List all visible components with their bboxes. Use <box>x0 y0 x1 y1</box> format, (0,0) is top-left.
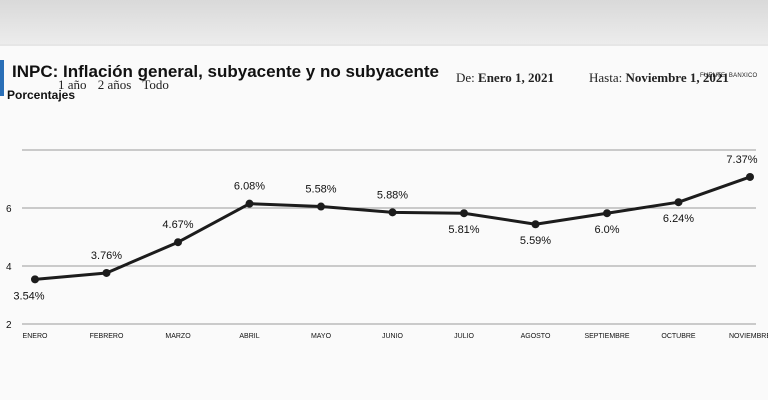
x-tick-label: ABRIL <box>239 333 259 340</box>
date-from[interactable]: De: Enero 1, 2021 <box>456 70 554 86</box>
range-selector: 1 año 2 años Todo <box>58 77 177 93</box>
data-label: 5.88% <box>377 189 408 201</box>
data-point <box>603 209 611 218</box>
data-label: 5.81% <box>448 224 479 236</box>
y-tick-label: 4 <box>6 262 12 273</box>
chart-card: INPC: Inflación general, subyacente y no… <box>0 46 768 400</box>
data-point <box>674 198 683 207</box>
y-tick-label: 2 <box>6 320 12 331</box>
data-label: 6.08% <box>234 181 265 193</box>
data-point <box>31 275 39 284</box>
chart-title: INPC: Inflación general, subyacente y no… <box>12 62 440 81</box>
data-point <box>245 199 254 208</box>
range-2-years-button[interactable]: 2 años <box>97 77 132 92</box>
data-point <box>174 238 182 247</box>
data-point <box>746 172 754 181</box>
data-point <box>531 220 540 229</box>
data-label: 6.0% <box>594 224 619 236</box>
x-tick-label: OCTUBRE <box>661 333 696 340</box>
data-label: 3.54% <box>13 290 44 302</box>
x-tick-label: SEPTIEMBRE <box>584 333 629 340</box>
x-tick-label: JUNIO <box>382 333 404 340</box>
data-point <box>388 208 397 217</box>
x-tick-label: MAYO <box>311 333 332 340</box>
data-label: 3.76% <box>91 250 122 262</box>
title-accent-bar <box>0 60 4 96</box>
background-top <box>0 0 768 44</box>
data-point <box>317 202 325 211</box>
x-tick-label: JULIO <box>454 333 474 340</box>
data-label: 5.58% <box>305 184 336 196</box>
y-tick-label: 6 <box>6 204 12 215</box>
data-label: 7.37% <box>726 154 757 166</box>
date-from-label: De: <box>456 70 475 85</box>
x-tick-label: AGOSTO <box>521 333 551 340</box>
chart-subtitle: Porcentajes <box>7 88 76 102</box>
data-label: 4.67% <box>162 219 193 231</box>
range-1-year-button[interactable]: 1 año <box>58 77 87 92</box>
x-tick-label: NOVIEMBRE <box>729 333 768 340</box>
source-note: FUENTE: BANXICO <box>700 73 758 79</box>
data-label: 6.24% <box>663 213 694 225</box>
x-tick-label: ENERO <box>23 333 48 340</box>
data-point <box>102 268 111 277</box>
data-label: 5.59% <box>520 235 551 247</box>
x-tick-label: MARZO <box>165 333 191 340</box>
date-to-value: Noviembre 1, 2021 <box>625 70 729 85</box>
date-from-value: Enero 1, 2021 <box>478 70 554 85</box>
range-all-button[interactable]: Todo <box>142 77 169 92</box>
data-point <box>460 209 468 218</box>
x-tick-label: FEBRERO <box>90 333 124 340</box>
date-to-label: Hasta: <box>589 70 623 85</box>
date-to[interactable]: Hasta: Noviembre 1, 2021 <box>589 70 729 86</box>
